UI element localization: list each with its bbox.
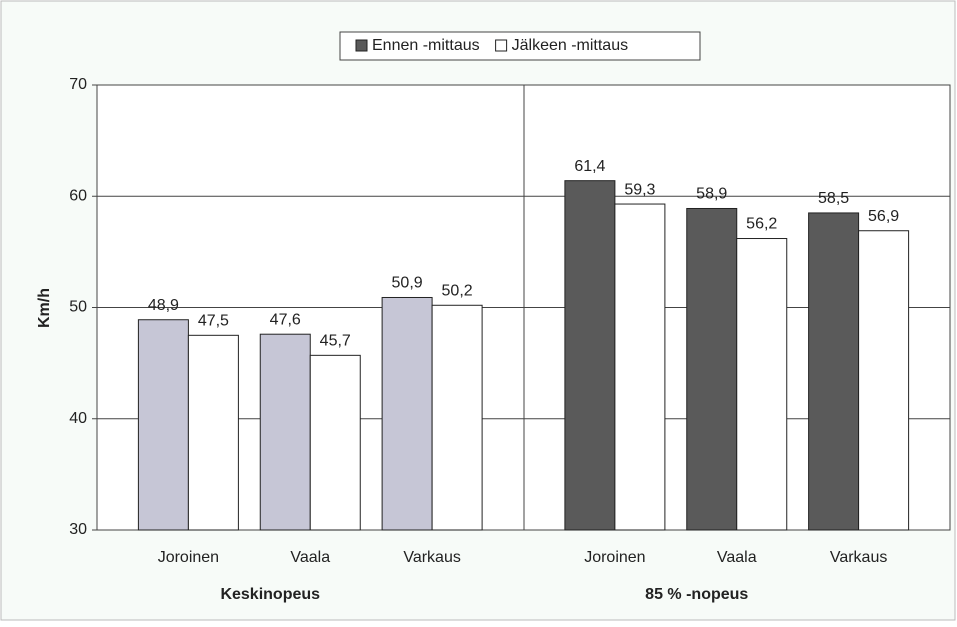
value-label: 56,9 bbox=[868, 208, 899, 225]
bar bbox=[686, 207, 738, 531]
value-label: 58,9 bbox=[696, 186, 727, 203]
value-label: 47,5 bbox=[198, 313, 229, 330]
value-label: 47,6 bbox=[270, 311, 301, 328]
x-tick-label: Joroinen bbox=[158, 549, 219, 566]
y-tick-label: 70 bbox=[69, 76, 87, 93]
x-tick-label: Joroinen bbox=[584, 549, 645, 566]
x-tick-label: Varkaus bbox=[403, 549, 461, 566]
bar bbox=[187, 334, 239, 531]
group-label: 85 % -nopeus bbox=[645, 586, 748, 603]
bar bbox=[309, 354, 361, 531]
value-label: 48,9 bbox=[148, 297, 179, 314]
y-tick-label: 60 bbox=[69, 187, 87, 204]
y-tick-label: 30 bbox=[69, 521, 87, 538]
bar bbox=[808, 212, 860, 531]
value-label: 59,3 bbox=[624, 181, 655, 198]
bar bbox=[858, 230, 910, 531]
bar bbox=[381, 296, 433, 531]
legend-swatch bbox=[355, 39, 368, 52]
y-axis-title: Km/h bbox=[36, 288, 53, 328]
legend bbox=[339, 31, 701, 61]
x-tick-label: Varkaus bbox=[830, 549, 888, 566]
value-label: 50,9 bbox=[392, 275, 423, 292]
bar bbox=[564, 180, 616, 531]
value-label: 56,2 bbox=[746, 216, 777, 233]
group-label: Keskinopeus bbox=[220, 586, 320, 603]
legend-swatch bbox=[495, 39, 508, 52]
value-label: 45,7 bbox=[320, 333, 351, 350]
bar bbox=[614, 203, 666, 531]
value-label: 58,5 bbox=[818, 190, 849, 207]
bar bbox=[259, 333, 311, 531]
y-tick-label: 50 bbox=[69, 299, 87, 316]
y-tick-label: 40 bbox=[69, 410, 87, 427]
x-tick-label: Vaala bbox=[290, 549, 330, 566]
legend-label: Ennen -mittaus bbox=[372, 37, 480, 54]
bar bbox=[137, 319, 189, 531]
value-label: 61,4 bbox=[574, 158, 605, 175]
value-label: 50,2 bbox=[442, 282, 473, 299]
bar bbox=[736, 238, 788, 531]
x-tick-label: Vaala bbox=[717, 549, 757, 566]
bar bbox=[431, 304, 483, 531]
legend-label: Jälkeen -mittaus bbox=[512, 37, 629, 54]
